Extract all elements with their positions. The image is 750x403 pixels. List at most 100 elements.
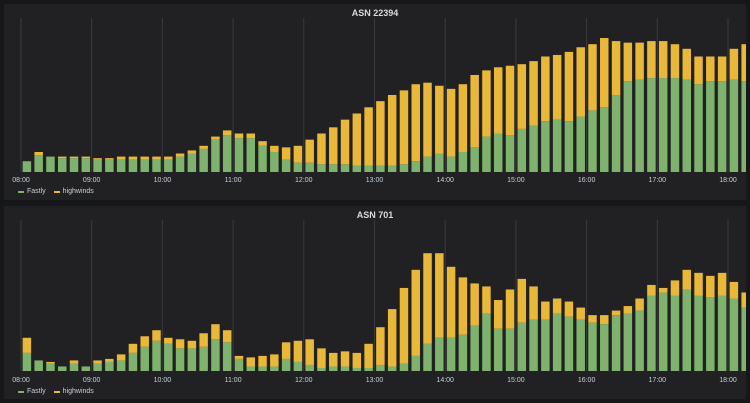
bar-fastly[interactable] <box>305 364 314 371</box>
bar-highwinds[interactable] <box>564 301 574 317</box>
bar-highwinds[interactable] <box>399 90 409 165</box>
bar-highwinds[interactable] <box>682 269 691 290</box>
bar-highwinds[interactable] <box>317 348 326 368</box>
bar-fastly[interactable] <box>729 79 739 172</box>
bar-fastly[interactable] <box>258 366 267 371</box>
bar-fastly[interactable] <box>69 158 79 172</box>
bar-fastly[interactable] <box>81 158 91 172</box>
bar-highwinds[interactable] <box>305 339 314 365</box>
bar-fastly[interactable] <box>517 128 527 172</box>
bar-fastly[interactable] <box>211 339 220 371</box>
bar-fastly[interactable] <box>329 366 338 371</box>
bar-fastly[interactable] <box>105 159 114 172</box>
bar-highwinds[interactable] <box>470 283 479 326</box>
bar-highwinds[interactable] <box>387 95 397 166</box>
bar-fastly[interactable] <box>340 366 350 371</box>
bar-fastly[interactable] <box>364 367 373 371</box>
bar-highwinds[interactable] <box>694 272 703 296</box>
bar-fastly[interactable] <box>588 110 597 172</box>
bar-highwinds[interactable] <box>600 315 609 325</box>
bar-fastly[interactable] <box>493 133 503 173</box>
bar-highwinds[interactable] <box>470 74 479 148</box>
bar-fastly[interactable] <box>140 159 149 172</box>
bar-fastly[interactable] <box>729 298 739 371</box>
bar-highwinds[interactable] <box>340 119 350 165</box>
bar-fastly[interactable] <box>399 164 409 172</box>
bar-highwinds[interactable] <box>482 286 491 314</box>
bar-fastly[interactable] <box>411 355 420 371</box>
bar-highwinds[interactable] <box>58 156 67 159</box>
bar-highwinds[interactable] <box>458 84 468 152</box>
bar-fastly[interactable] <box>305 162 314 172</box>
bar-fastly[interactable] <box>694 84 703 172</box>
panel-title[interactable]: ASN 701 <box>356 210 394 220</box>
bar-highwinds[interactable] <box>211 136 220 140</box>
bar-highwinds[interactable] <box>647 41 656 79</box>
bar-fastly[interactable] <box>682 79 691 172</box>
bar-highwinds[interactable] <box>411 269 420 356</box>
bar-fastly[interactable] <box>517 322 527 371</box>
bar-fastly[interactable] <box>741 81 746 172</box>
bar-highwinds[interactable] <box>164 156 173 160</box>
bar-highwinds[interactable] <box>258 355 267 367</box>
bar-highwinds[interactable] <box>435 85 444 154</box>
bar-fastly[interactable] <box>246 366 256 371</box>
bar-highwinds[interactable] <box>564 51 574 122</box>
bar-fastly[interactable] <box>482 136 491 172</box>
bar-fastly[interactable] <box>552 313 562 371</box>
bar-fastly[interactable] <box>187 348 197 371</box>
bar-highwinds[interactable] <box>34 151 43 156</box>
bar-fastly[interactable] <box>281 358 291 371</box>
bar-fastly[interactable] <box>482 313 491 371</box>
bar-fastly[interactable] <box>564 316 574 371</box>
bar-highwinds[interactable] <box>376 101 385 166</box>
bar-fastly[interactable] <box>588 322 597 371</box>
bar-fastly[interactable] <box>293 361 303 371</box>
bar-highwinds[interactable] <box>411 84 420 162</box>
bar-highwinds[interactable] <box>446 266 456 338</box>
bar-fastly[interactable] <box>116 360 126 371</box>
bar-fastly[interactable] <box>470 325 479 371</box>
bar-highwinds[interactable] <box>329 127 338 165</box>
bar-highwinds[interactable] <box>199 333 208 347</box>
bar-fastly[interactable] <box>458 151 468 172</box>
bar-fastly[interactable] <box>505 328 515 371</box>
bar-highwinds[interactable] <box>140 336 149 347</box>
bar-fastly[interactable] <box>387 165 397 172</box>
bar-highwinds[interactable] <box>317 133 326 165</box>
bar-highwinds[interactable] <box>116 354 126 361</box>
bar-highwinds[interactable] <box>729 281 739 299</box>
bar-highwinds[interactable] <box>105 358 114 362</box>
bar-highwinds[interactable] <box>175 339 185 349</box>
bar-highwinds[interactable] <box>387 309 397 367</box>
bar-fastly[interactable] <box>541 121 550 172</box>
bar-fastly[interactable] <box>576 319 585 371</box>
bar-fastly[interactable] <box>246 138 256 172</box>
bar-fastly[interactable] <box>717 295 727 372</box>
bar-fastly[interactable] <box>658 292 668 371</box>
bar-fastly[interactable] <box>340 164 350 172</box>
bar-fastly[interactable] <box>435 153 444 172</box>
legend-item-highwinds[interactable]: highwinds <box>53 188 94 195</box>
bar-highwinds[interactable] <box>423 82 432 157</box>
bar-highwinds[interactable] <box>81 156 91 159</box>
bar-fastly[interactable] <box>152 159 161 172</box>
bar-fastly[interactable] <box>635 79 644 172</box>
bar-highwinds[interactable] <box>293 145 303 163</box>
bar-highwinds[interactable] <box>222 130 232 136</box>
bar-highwinds[interactable] <box>741 292 746 308</box>
bar-highwinds[interactable] <box>364 343 373 368</box>
bar-fastly[interactable] <box>164 343 173 371</box>
bar-fastly[interactable] <box>658 78 668 172</box>
bar-fastly[interactable] <box>387 366 397 371</box>
bar-fastly[interactable] <box>105 361 114 371</box>
bar-highwinds[interactable] <box>246 357 256 367</box>
bar-fastly[interactable] <box>46 363 55 371</box>
bar-highwinds[interactable] <box>552 54 562 120</box>
bar-fastly[interactable] <box>140 346 149 371</box>
bar-fastly[interactable] <box>58 366 67 371</box>
bar-fastly[interactable] <box>81 366 91 371</box>
bar-fastly[interactable] <box>529 319 538 371</box>
bar-fastly[interactable] <box>493 328 503 371</box>
bar-highwinds[interactable] <box>576 307 585 320</box>
